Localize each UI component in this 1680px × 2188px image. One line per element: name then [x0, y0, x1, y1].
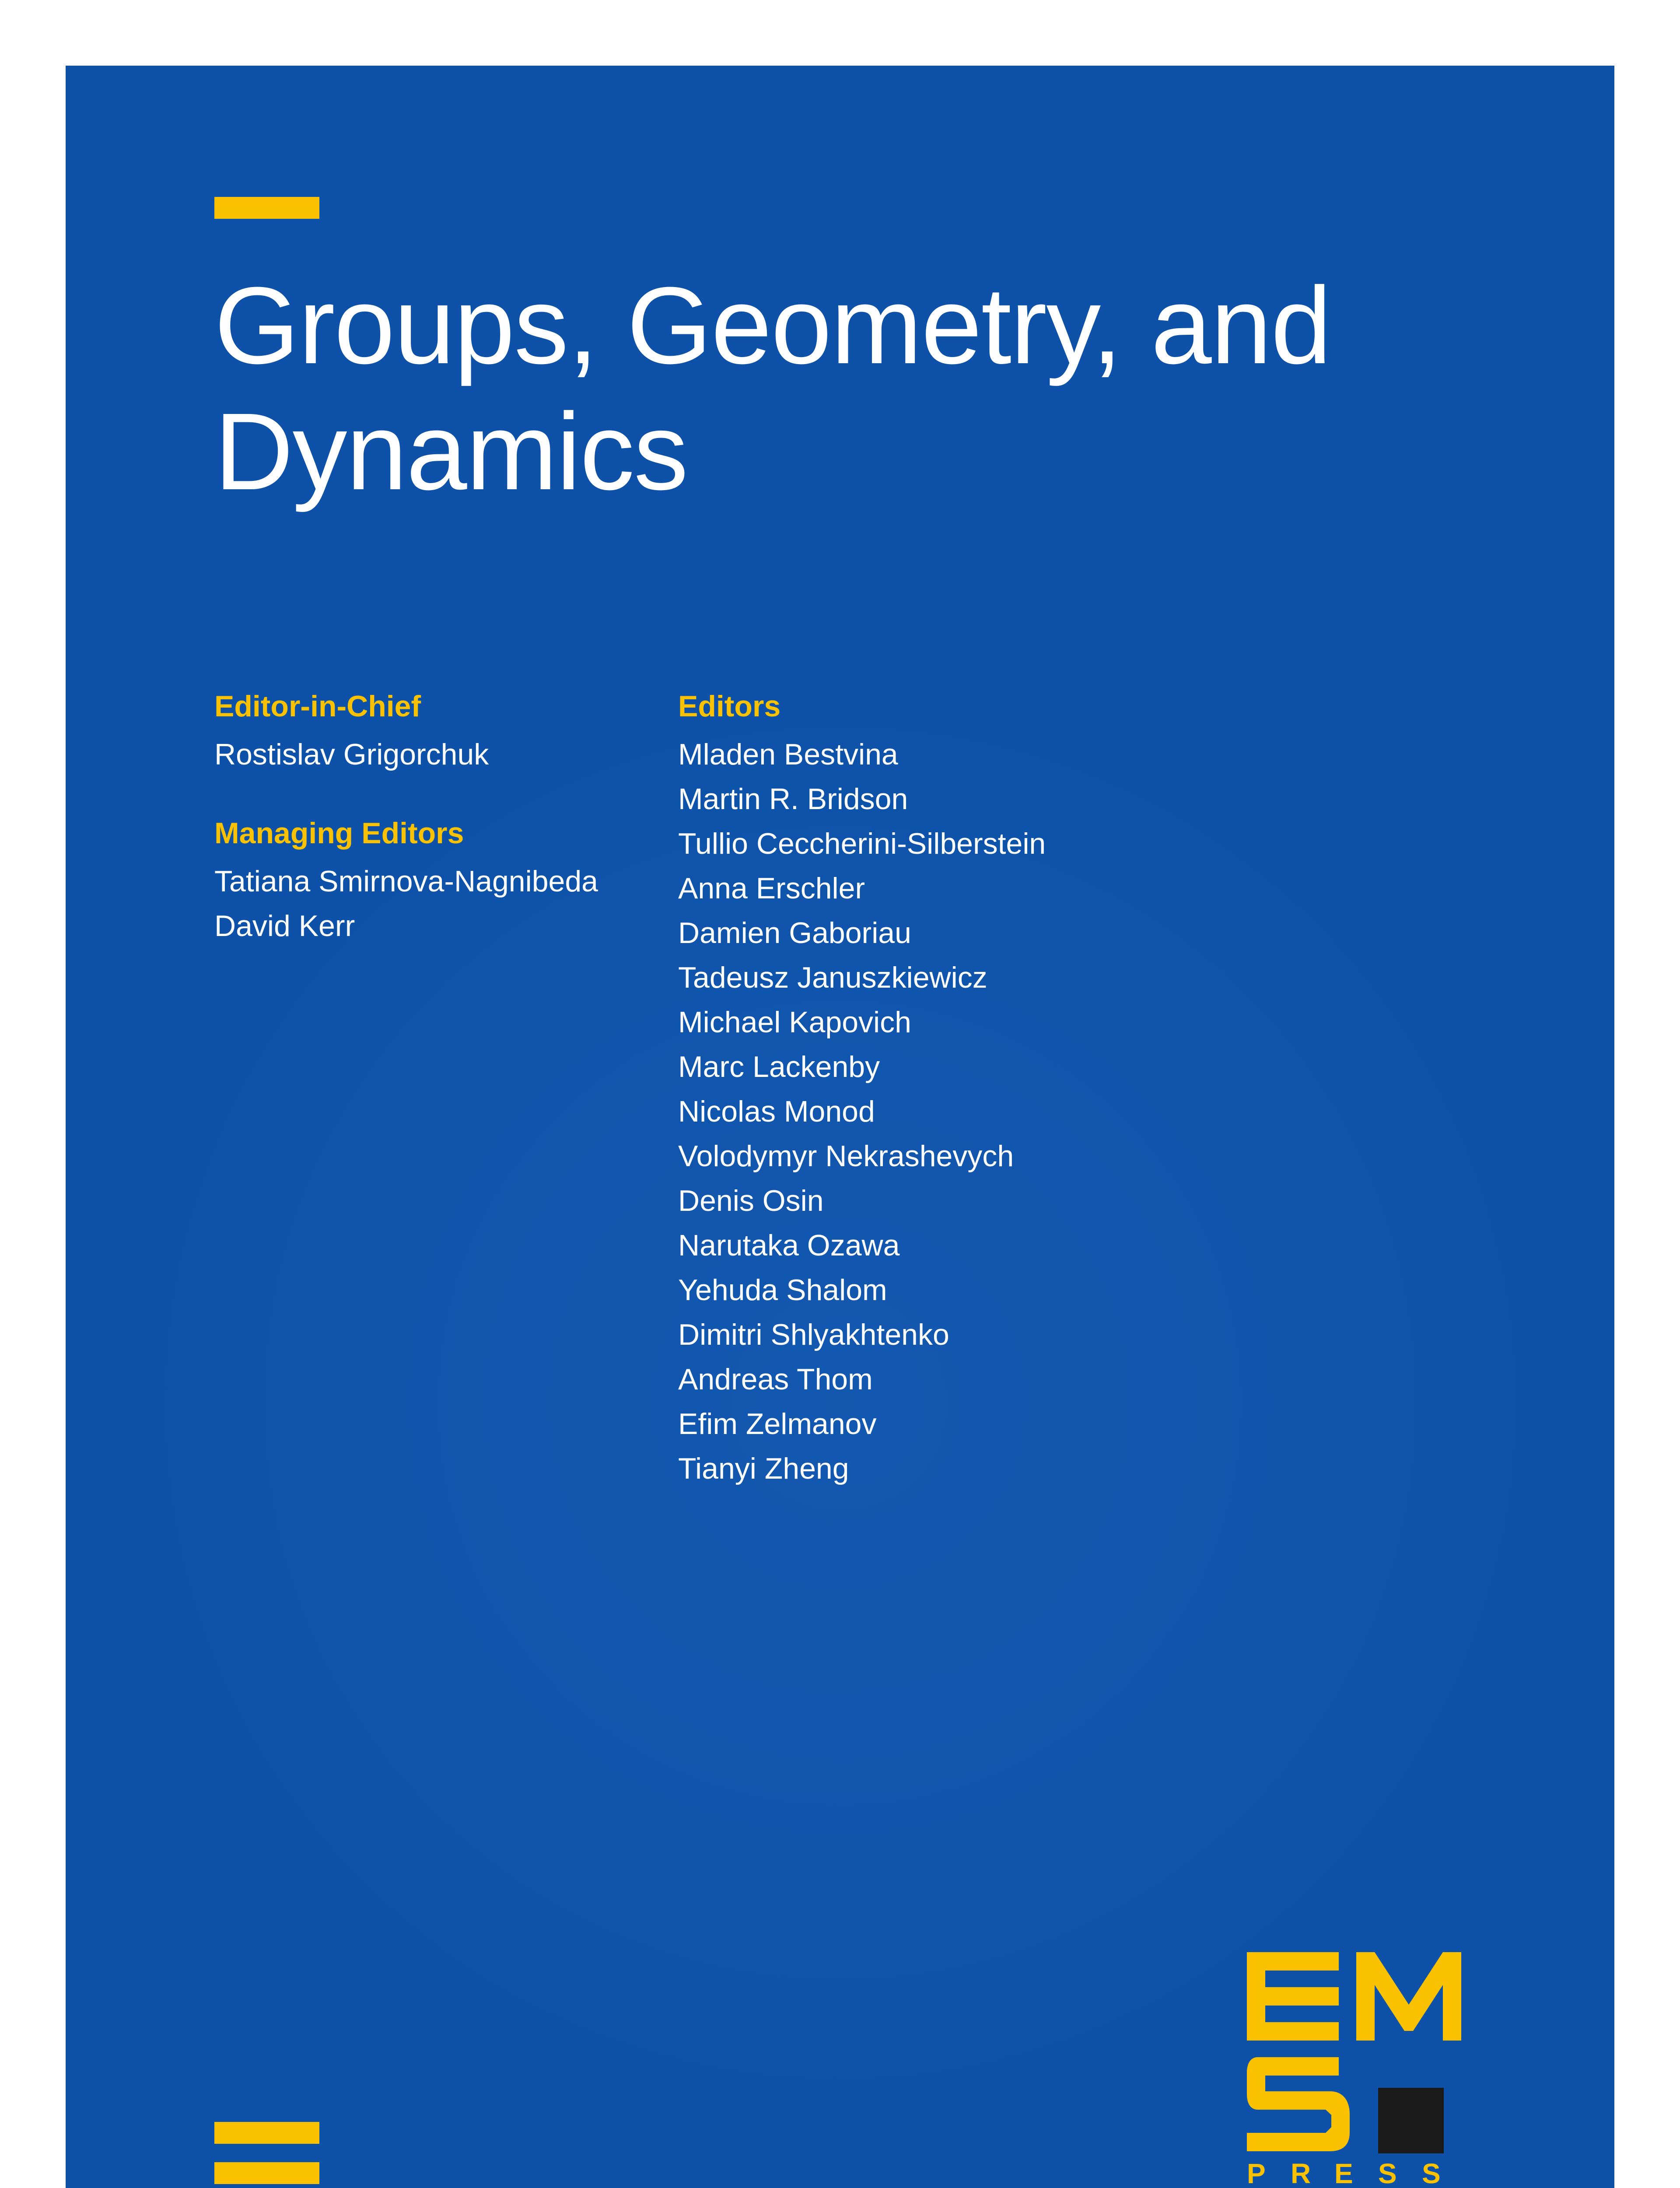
person-name: Tadeusz Januszkiewicz — [678, 955, 1466, 1000]
accent-bar-top — [214, 197, 319, 219]
person-name: Michael Kapovich — [678, 1000, 1466, 1045]
section-heading: Managing Editors — [214, 816, 678, 850]
person-name: Yehuda Shalom — [678, 1268, 1466, 1312]
person-name: Dimitri Shlyakhtenko — [678, 1312, 1466, 1357]
section-heading: Editors — [678, 689, 1466, 723]
person-name: Narutaka Ozawa — [678, 1223, 1466, 1268]
person-name: Marc Lackenby — [678, 1045, 1466, 1089]
editor-columns: Editor-in-Chief Rostislav Grigorchuk Man… — [214, 689, 1466, 1491]
person-name: Martin R. Bridson — [678, 777, 1466, 821]
person-name: Efim Zelmanov — [678, 1402, 1466, 1446]
journal-cover: Groups, Geometry, and Dynamics Editor-in… — [66, 66, 1614, 2188]
person-name: Nicolas Monod — [678, 1089, 1466, 1134]
cover-content: Groups, Geometry, and Dynamics Editor-in… — [214, 197, 1466, 2184]
managing-editors-section: Managing Editors Tatiana Smirnova-Nagnib… — [214, 816, 678, 948]
right-column: Editors Mladen Bestvina Martin R. Bridso… — [678, 689, 1466, 1491]
person-name: Damien Gaboriau — [678, 911, 1466, 955]
editors-section: Editors Mladen Bestvina Martin R. Bridso… — [678, 689, 1466, 1491]
person-name: Anna Erschler — [678, 866, 1466, 911]
person-name: Tianyi Zheng — [678, 1446, 1466, 1491]
person-name: Tatiana Smirnova-Nagnibeda — [214, 859, 678, 904]
person-name: Tullio Ceccherini-Silberstein — [678, 821, 1466, 866]
person-name: Volodymyr Nekrashevych — [678, 1134, 1466, 1178]
editor-in-chief-section: Editor-in-Chief Rostislav Grigorchuk — [214, 689, 678, 777]
person-name: Rostislav Grigorchuk — [214, 732, 678, 777]
person-name: Denis Osin — [678, 1178, 1466, 1223]
person-name: Andreas Thom — [678, 1357, 1466, 1402]
person-name: David Kerr — [214, 904, 678, 948]
left-column: Editor-in-Chief Rostislav Grigorchuk Man… — [214, 689, 678, 1491]
journal-title: Groups, Geometry, and Dynamics — [214, 263, 1466, 514]
section-heading: Editor-in-Chief — [214, 689, 678, 723]
person-name: Mladen Bestvina — [678, 732, 1466, 777]
